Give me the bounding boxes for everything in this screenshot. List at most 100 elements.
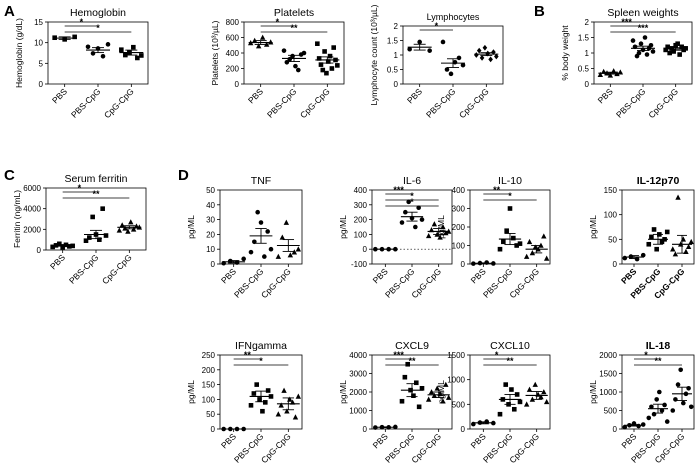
y-tick-label: 50: [608, 235, 617, 244]
panel-letter-a: A: [4, 3, 15, 20]
y-tick-label: 0.5: [387, 66, 399, 75]
data-point: [514, 392, 520, 397]
significance-stars: ***: [393, 185, 404, 195]
y-tick-label: 1: [585, 49, 590, 58]
data-point: [257, 397, 262, 402]
data-point: [254, 382, 260, 387]
data-point: [440, 224, 446, 230]
data-point: [329, 66, 335, 71]
y-tick-label: 100: [202, 395, 216, 404]
significance-stars: *: [644, 350, 648, 360]
data-point: [399, 220, 405, 225]
data-point: [504, 228, 509, 233]
y-tick-label: 30: [206, 216, 215, 225]
data-point: [284, 408, 290, 414]
y-tick-label: 200: [452, 223, 466, 232]
data-point: [255, 209, 260, 215]
y-tick-label: 10: [34, 39, 43, 48]
data-point: [517, 241, 523, 246]
data-point: [419, 217, 425, 222]
data-point: [638, 41, 644, 46]
data-point: [440, 39, 446, 45]
data-point: [654, 397, 659, 402]
data-point: [248, 249, 254, 255]
data-point: [686, 386, 691, 391]
y-tick-label: 100: [604, 211, 618, 220]
data-point: [683, 248, 689, 254]
x-tick-label: PBS: [48, 252, 67, 271]
data-point: [267, 39, 274, 45]
significance-stars: **: [493, 185, 501, 195]
panel-letter-c: C: [4, 167, 15, 184]
data-point: [320, 67, 326, 73]
data-point: [287, 252, 294, 258]
x-tick-label: PBS: [371, 431, 390, 450]
significance-stars: *: [80, 17, 84, 27]
data-point: [488, 56, 493, 63]
data-point: [417, 39, 422, 45]
significance-stars: *: [495, 350, 499, 360]
data-point: [251, 37, 258, 43]
data-point: [301, 50, 307, 56]
data-point: [437, 234, 443, 240]
panel-letter-b: B: [534, 3, 545, 20]
y-tick-label: 150: [604, 186, 618, 195]
data-point: [675, 41, 680, 46]
x-tick-label: PBS: [219, 266, 238, 285]
y-tick-label: 1000: [349, 407, 367, 416]
data-point: [57, 241, 62, 247]
data-point: [425, 232, 432, 239]
data-point: [279, 234, 286, 240]
data-point: [325, 59, 331, 64]
y-tick-label: 2000: [599, 351, 617, 360]
x-tick-label: PBS: [219, 431, 238, 450]
y-tick-label: 0: [363, 425, 368, 434]
x-tick-label: PBS: [246, 86, 265, 105]
data-point: [651, 411, 657, 417]
y-tick-label: 300: [452, 205, 466, 214]
y-tick-label: 300: [354, 201, 368, 210]
y-tick-label: 0: [235, 80, 240, 89]
data-point: [662, 402, 667, 408]
y-tick-label: 2: [394, 22, 399, 31]
y-axis-label: pg/ML: [338, 380, 348, 404]
chart-platelets: Platelets Platelets (10³/µL) 0 200 400 600 800…: [210, 7, 345, 120]
y-tick-label: 20: [206, 230, 215, 239]
y-tick-label: 0: [37, 246, 42, 255]
data-point: [265, 388, 271, 393]
y-axis-label: pg/ML: [186, 380, 196, 404]
data-point: [675, 382, 681, 387]
data-point: [327, 53, 333, 59]
data-point: [444, 67, 450, 72]
x-tick-label: PBS: [371, 266, 390, 285]
data-point: [685, 243, 692, 250]
panel-letter-d: D: [178, 167, 189, 184]
data-point: [622, 255, 628, 261]
data-point: [258, 220, 264, 225]
data-point: [287, 396, 293, 402]
chart-title: TNF: [251, 175, 271, 187]
data-point: [248, 403, 254, 408]
data-point: [622, 424, 628, 430]
y-tick-label: 200: [354, 216, 368, 225]
data-point: [503, 382, 509, 387]
y-axis-label: pg/ML: [186, 215, 196, 239]
chart-il18: IL-18pg/ML0500100015002000PBSPBS-CpGCpG-…: [588, 340, 695, 465]
data-point: [617, 69, 624, 75]
chart-il10: IL-10pg/ML0100200300400PBSPBS-CpGCpG-CpG…: [436, 175, 551, 300]
data-point: [405, 361, 411, 367]
data-point: [511, 235, 516, 241]
data-point: [100, 206, 105, 211]
data-point: [675, 194, 681, 200]
y-tick-label: 0: [363, 245, 368, 254]
data-point: [316, 56, 322, 61]
data-point: [445, 394, 452, 400]
data-point: [295, 246, 302, 252]
y-tick-label: 40: [206, 201, 215, 210]
data-point: [281, 387, 287, 393]
data-point: [83, 238, 89, 243]
x-tick-label: CpG-CpG: [298, 86, 332, 120]
data-point: [318, 62, 324, 67]
data-point: [664, 229, 670, 235]
data-point: [139, 53, 144, 58]
